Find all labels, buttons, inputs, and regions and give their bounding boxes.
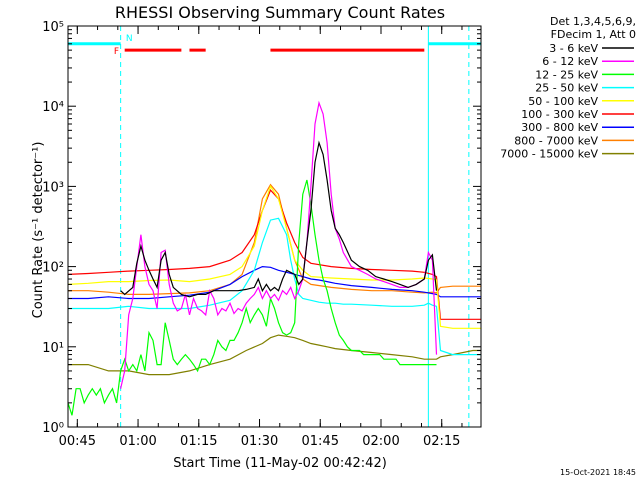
legend-entry: 300 - 800 keV [521,121,634,134]
series-line-25-50-kev [68,217,481,356]
footer-timestamp: 15-Oct-2021 18:45 [560,468,636,477]
legend-label: 50 - 100 keV [528,95,598,108]
x-tick-label: 02:15 [423,434,460,449]
legend-label: 25 - 50 keV [535,82,598,95]
legend-entry: 50 - 100 keV [528,95,634,108]
legend-entry: 100 - 300 keV [521,108,634,121]
series-line-100-300-kev [68,188,481,320]
annotation-f: F [114,47,119,57]
x-tick-label: 01:45 [302,434,339,449]
legend-label: 6 - 12 keV [542,55,598,68]
series-line-12-25-kev [68,179,437,416]
y-tick-label: 10¹ [42,341,64,356]
x-axis: 00:45 01:00 01:15 01:30 01:45 02:00 02:15 [59,26,463,449]
legend-entry: 12 - 25 keV [535,68,634,81]
x-axis-label: Start Time (11-May-02 00:42:42) [173,456,387,471]
legend-label: 3 - 6 keV [549,42,598,55]
plot-area: NF [68,26,481,427]
y-tick-label: 10⁵ [42,20,64,35]
y-axis: 10⁰ 10¹ 10² 10³ 10⁴ 10⁵ [42,20,481,436]
x-tick-label: 02:00 [362,434,399,449]
y-tick-label: 10³ [42,180,64,195]
plot-frame [67,25,482,428]
legend-label: 800 - 7000 keV [514,134,598,147]
y-axis-label: Count Rate (s⁻¹ detector⁻¹) [31,142,46,319]
series-line-7000-15000-kev [68,334,481,376]
legend-entry: 800 - 7000 keV [514,134,634,147]
legend-entry: 3 - 6 keV [549,42,634,55]
x-tick-label: 01:00 [119,434,156,449]
y-tick-label: 10⁰ [42,421,64,436]
legend: Det 1,3,4,5,6,9, FDecim 1, Att 0 3 - 6 k… [500,15,636,161]
legend-entry: 6 - 12 keV [542,55,634,68]
x-tick-label: 01:30 [241,434,278,449]
y-tick-label: 10² [42,261,64,276]
y-tick-label: 10⁴ [42,100,64,115]
legend-header-line-2: FDecim 1, Att 0 [551,28,636,41]
legend-label: 7000 - 15000 keV [500,148,598,161]
series-line-300-800-kev [68,265,481,300]
legend-header-line-1: Det 1,3,4,5,6,9, [550,15,636,28]
legend-label: 12 - 25 keV [535,68,598,81]
series-line-6-12-kev [120,100,438,389]
annotation-n: N [126,34,133,44]
series-line-3-6-kev [120,140,438,298]
chart-title: RHESSI Observing Summary Count Rates [115,3,445,22]
legend-entry: 25 - 50 keV [535,82,634,95]
legend-label: 300 - 800 keV [521,121,598,134]
legend-entry: 7000 - 15000 keV [500,148,634,161]
legend-label: 100 - 300 keV [521,108,598,121]
x-tick-label: 00:45 [59,434,96,449]
x-tick-label: 01:15 [180,434,217,449]
